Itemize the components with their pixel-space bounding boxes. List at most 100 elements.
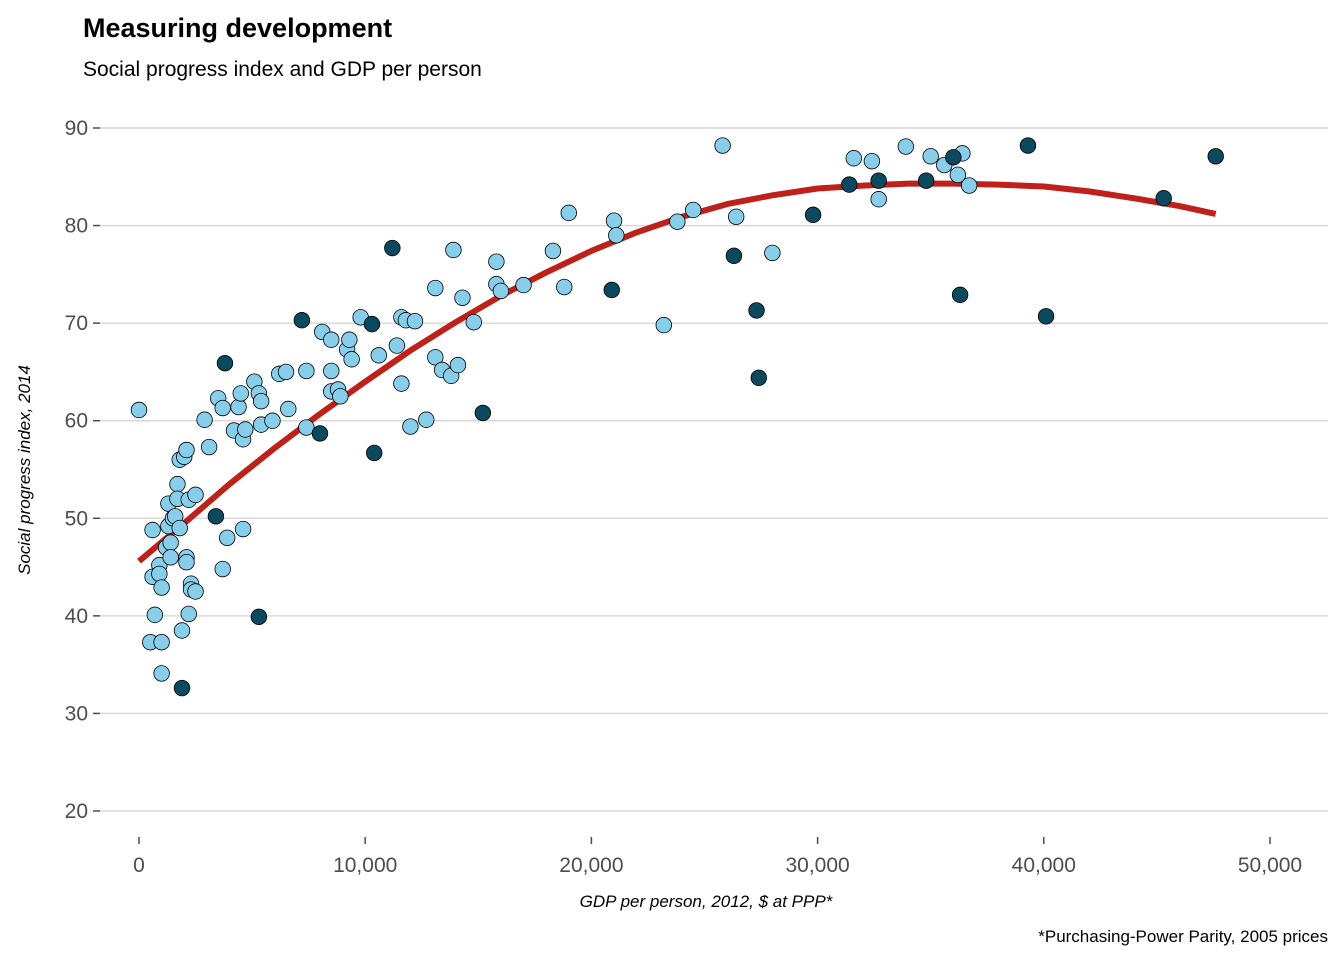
data-point-light xyxy=(153,665,170,682)
data-point-dark xyxy=(207,508,225,525)
data-point-dark xyxy=(1155,190,1172,207)
data-point-dark xyxy=(917,172,935,189)
data-point-light xyxy=(280,400,297,418)
data-point-light xyxy=(492,282,510,300)
data-point-light xyxy=(897,138,915,155)
data-point-light xyxy=(277,363,295,381)
data-point-light xyxy=(714,137,731,154)
data-point-light xyxy=(370,347,387,364)
data-point-dark xyxy=(1037,308,1055,325)
chart-title: Measuring development xyxy=(83,13,392,43)
data-point-light xyxy=(178,441,195,459)
data-point-dark xyxy=(870,172,887,189)
data-point-light xyxy=(684,201,702,219)
data-point-dark xyxy=(725,247,743,265)
y-tick-label: 40 xyxy=(65,605,88,628)
data-point-light xyxy=(393,375,410,392)
data-point-light xyxy=(669,213,686,230)
gridlines xyxy=(100,127,1328,812)
data-point-light xyxy=(465,313,482,331)
data-point-light xyxy=(171,519,188,537)
data-point-dark xyxy=(173,679,191,697)
data-point-light xyxy=(863,152,881,170)
data-point-light xyxy=(764,244,781,262)
y-tick-label: 70 xyxy=(65,312,88,335)
data-point-light xyxy=(180,605,197,623)
data-point-light xyxy=(515,276,532,294)
data-point-light xyxy=(449,356,467,374)
data-point-light xyxy=(169,475,186,493)
data-point-light xyxy=(214,399,231,417)
data-point-light xyxy=(130,401,148,419)
y-axis-title: Social progress index, 2014 xyxy=(15,365,34,575)
y-tick-label: 80 xyxy=(65,215,88,238)
data-point-light xyxy=(341,331,358,348)
data-point-light xyxy=(922,148,939,165)
data-point-light xyxy=(200,438,218,456)
y-tick-label: 50 xyxy=(65,507,88,530)
data-point-light xyxy=(178,553,195,571)
data-point-dark xyxy=(474,404,492,422)
data-point-dark xyxy=(841,176,858,193)
data-point-light xyxy=(960,177,978,194)
data-point-light xyxy=(153,579,170,596)
data-points xyxy=(130,137,1224,697)
chart-caption: *Purchasing-Power Parity, 2005 prices xyxy=(1038,927,1328,946)
data-point-dark xyxy=(748,302,765,319)
data-point-dark xyxy=(951,286,969,304)
data-point-light xyxy=(151,565,168,583)
data-point-light xyxy=(556,278,573,296)
data-point-light xyxy=(488,253,505,270)
chart-subtitle: Social progress index and GDP per person xyxy=(83,58,482,81)
x-tick-label: 50,000 xyxy=(1238,854,1302,877)
data-point-dark xyxy=(750,369,767,386)
data-point-dark xyxy=(293,312,311,329)
y-tick-label: 20 xyxy=(65,800,88,823)
data-point-light xyxy=(560,204,577,222)
data-point-light xyxy=(298,362,315,380)
data-point-light xyxy=(144,521,161,539)
data-point-light xyxy=(418,411,435,428)
data-point-dark xyxy=(603,281,620,299)
data-point-light xyxy=(949,166,967,184)
data-point-light xyxy=(187,583,204,600)
data-point-light xyxy=(146,606,164,624)
data-point-light xyxy=(232,385,249,402)
data-point-light xyxy=(173,622,191,639)
data-point-dark xyxy=(311,425,329,442)
x-tick-label: 20,000 xyxy=(559,854,623,877)
data-point-light xyxy=(608,227,625,244)
data-point-light xyxy=(162,549,179,566)
x-tick-label: 0 xyxy=(133,854,145,877)
data-point-dark xyxy=(384,239,401,257)
data-point-light xyxy=(252,393,270,410)
y-tick-label: 30 xyxy=(65,702,88,725)
data-point-light xyxy=(234,520,252,538)
data-point-light xyxy=(162,534,179,551)
data-point-light xyxy=(402,418,419,435)
data-point-light xyxy=(727,208,745,225)
data-point-light xyxy=(230,398,247,416)
data-point-light xyxy=(605,212,623,229)
data-point-light xyxy=(655,316,672,334)
data-point-light xyxy=(153,634,170,651)
x-tick-label: 30,000 xyxy=(785,854,849,877)
data-point-light xyxy=(427,349,444,366)
data-point-light xyxy=(544,242,562,260)
data-point-light xyxy=(187,486,204,504)
y-tick-label: 90 xyxy=(65,117,88,140)
data-point-light xyxy=(332,388,349,405)
data-point-dark xyxy=(804,206,822,224)
x-tick-label: 10,000 xyxy=(333,854,397,877)
data-point-light xyxy=(388,337,406,354)
data-point-light xyxy=(219,529,236,547)
y-axis-ticks: 20 30 40 50 60 70 80 90 xyxy=(65,117,100,823)
data-point-light xyxy=(870,191,887,208)
data-point-dark xyxy=(363,315,381,333)
data-point-dark xyxy=(945,149,962,166)
data-point-dark xyxy=(216,354,234,372)
data-point-dark xyxy=(250,608,268,626)
data-point-dark xyxy=(366,444,383,462)
x-tick-label: 40,000 xyxy=(1012,854,1076,877)
data-point-light xyxy=(214,560,231,578)
